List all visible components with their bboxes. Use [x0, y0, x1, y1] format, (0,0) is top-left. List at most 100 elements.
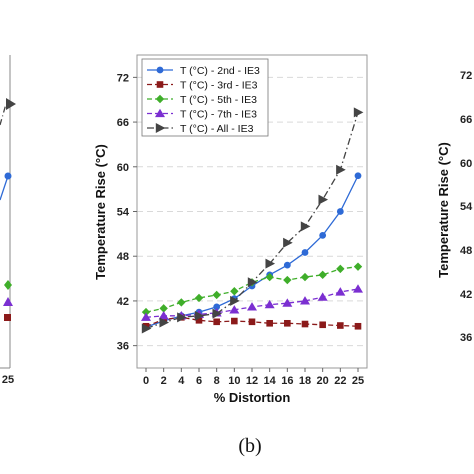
legend: T (°C) - 2nd - IE3 T (°C) - 3rd - IE3 T (°… [141, 58, 269, 137]
x-tick-label: 2 [161, 375, 167, 387]
y-tick-label: 36 [117, 341, 129, 353]
data-point-triangle [335, 287, 346, 296]
x-tick-label: 10 [228, 375, 240, 387]
left-panel-x-tick: 25 [2, 374, 14, 386]
data-point-triangle [141, 312, 151, 321]
data-point-square [213, 318, 220, 326]
data-point-diamond [194, 293, 204, 303]
series-5 [141, 107, 364, 334]
y-tick-label: 60 [117, 162, 129, 174]
y-axis-title: Temperature Rise (°C) [93, 144, 108, 280]
data-point-triangle-right [353, 107, 364, 118]
data-point-square [231, 317, 238, 325]
data-point-triangle-right [247, 277, 258, 288]
data-point-square [319, 321, 326, 329]
data-point-triangle-right [194, 310, 205, 321]
data-point-square [337, 322, 344, 329]
data-point-diamond [141, 307, 151, 317]
series-4 [141, 284, 363, 321]
x-axis-ticks: 0 2 4 6 8 10 12 14 16 18 20 22 25 [143, 368, 364, 387]
legend-marker-circle [156, 66, 164, 74]
x-tick-label: 22 [334, 375, 346, 387]
data-point-triangle-right [141, 323, 152, 334]
left-panel-fragment: 25 [0, 55, 16, 386]
legend-marker-triangle-right [155, 123, 166, 133]
data-point-triangle-right [265, 258, 276, 269]
data-point-triangle [317, 292, 328, 301]
legend-label: T (°C) - All - IE3 [180, 123, 254, 135]
data-point-diamond [300, 272, 310, 282]
data-point-square [284, 319, 291, 327]
data-point-triangle-right [212, 308, 223, 319]
right-panel-y-tick: 42 [460, 289, 472, 301]
data-point-circle [283, 261, 291, 269]
data-point-circle [301, 249, 309, 256]
x-tick-label: 16 [281, 375, 293, 387]
data-point-diamond [265, 272, 274, 282]
legend-label: T (°C) - 5th - IE3 [180, 94, 257, 106]
data-point-triangle [300, 296, 310, 305]
data-point-triangle-right [318, 194, 329, 205]
legend-entry: T (°C) - 5th - IE3 [147, 94, 257, 106]
right-panel-y-tick: 72 [460, 70, 472, 82]
data-point-triangle-right [159, 317, 170, 328]
right-panel-y-tick: 60 [460, 158, 472, 170]
data-point-triangle-right [283, 237, 293, 248]
data-point-triangle [158, 311, 169, 320]
data-point-circle [354, 172, 362, 180]
data-point-square [160, 316, 167, 323]
main-chart: 36 42 48 54 60 66 72 0 2 4 6 8 10 12 14 16 18 20 22 25 % D… [93, 54, 368, 405]
left-panel-marker-triangle-right [6, 98, 16, 110]
legend-label: T (°C) - 3rd - IE3 [180, 80, 258, 92]
data-point-triangle [353, 284, 363, 293]
right-panel-y-tick: 36 [460, 332, 472, 344]
data-point-diamond [177, 298, 186, 307]
left-panel-marker-triangle [3, 297, 13, 306]
data-point-diamond [353, 262, 363, 271]
x-tick-label: 14 [264, 375, 277, 387]
right-panel-fragment: Temperature Rise (°C) 72 66 60 54 48 42 … [436, 70, 473, 344]
data-point-square [195, 317, 203, 324]
y-tick-label: 54 [117, 207, 130, 219]
y-axis-ticks: 36 42 48 54 60 66 72 [117, 72, 137, 353]
data-point-triangle [282, 298, 293, 307]
panel-label: (b) [238, 435, 261, 457]
data-point-circle [319, 231, 327, 239]
legend-entry: T (°C) - 2nd - IE3 [147, 65, 260, 77]
data-point-triangle-right [177, 312, 187, 323]
right-panel-y-tick: 54 [460, 201, 473, 213]
left-panel-solid-segment [0, 175, 9, 201]
data-point-square [301, 320, 309, 328]
data-point-diamond [230, 287, 239, 296]
data-point-circle [336, 208, 344, 215]
legend-marker-triangle [155, 108, 165, 118]
x-tick-label: 20 [317, 375, 329, 387]
legend-marker-square [156, 81, 164, 88]
x-tick-label: 12 [246, 375, 258, 387]
data-point-diamond [283, 275, 292, 285]
data-point-diamond [212, 290, 221, 300]
data-point-diamond [159, 304, 168, 313]
right-panel-y-axis-title: Temperature Rise (°C) [436, 142, 451, 278]
x-tick-label: 6 [196, 375, 202, 387]
legend-entry: T (°C) - 3rd - IE3 [147, 80, 258, 92]
left-panel-marker-square [4, 314, 11, 321]
data-point-triangle-right [230, 295, 240, 306]
data-point-square [354, 322, 362, 330]
legend-entry: T (°C) - All - IE3 [147, 123, 254, 135]
legend-box [141, 58, 269, 137]
data-point-triangle-right [336, 164, 346, 175]
y-tick-label: 42 [117, 296, 129, 308]
data-point-triangle-right [300, 221, 311, 232]
legend-label: T (°C) - 7th - IE3 [180, 109, 257, 121]
x-axis-title: % Distortion [214, 390, 291, 405]
data-point-triangle [247, 302, 257, 311]
x-tick-label: 8 [214, 375, 220, 387]
x-tick-label: 18 [299, 375, 311, 387]
data-point-diamond [318, 270, 327, 280]
y-tick-label: 66 [117, 117, 129, 129]
series-line [145, 112, 359, 330]
x-tick-label: 4 [178, 375, 185, 387]
data-point-triangle [229, 305, 240, 314]
